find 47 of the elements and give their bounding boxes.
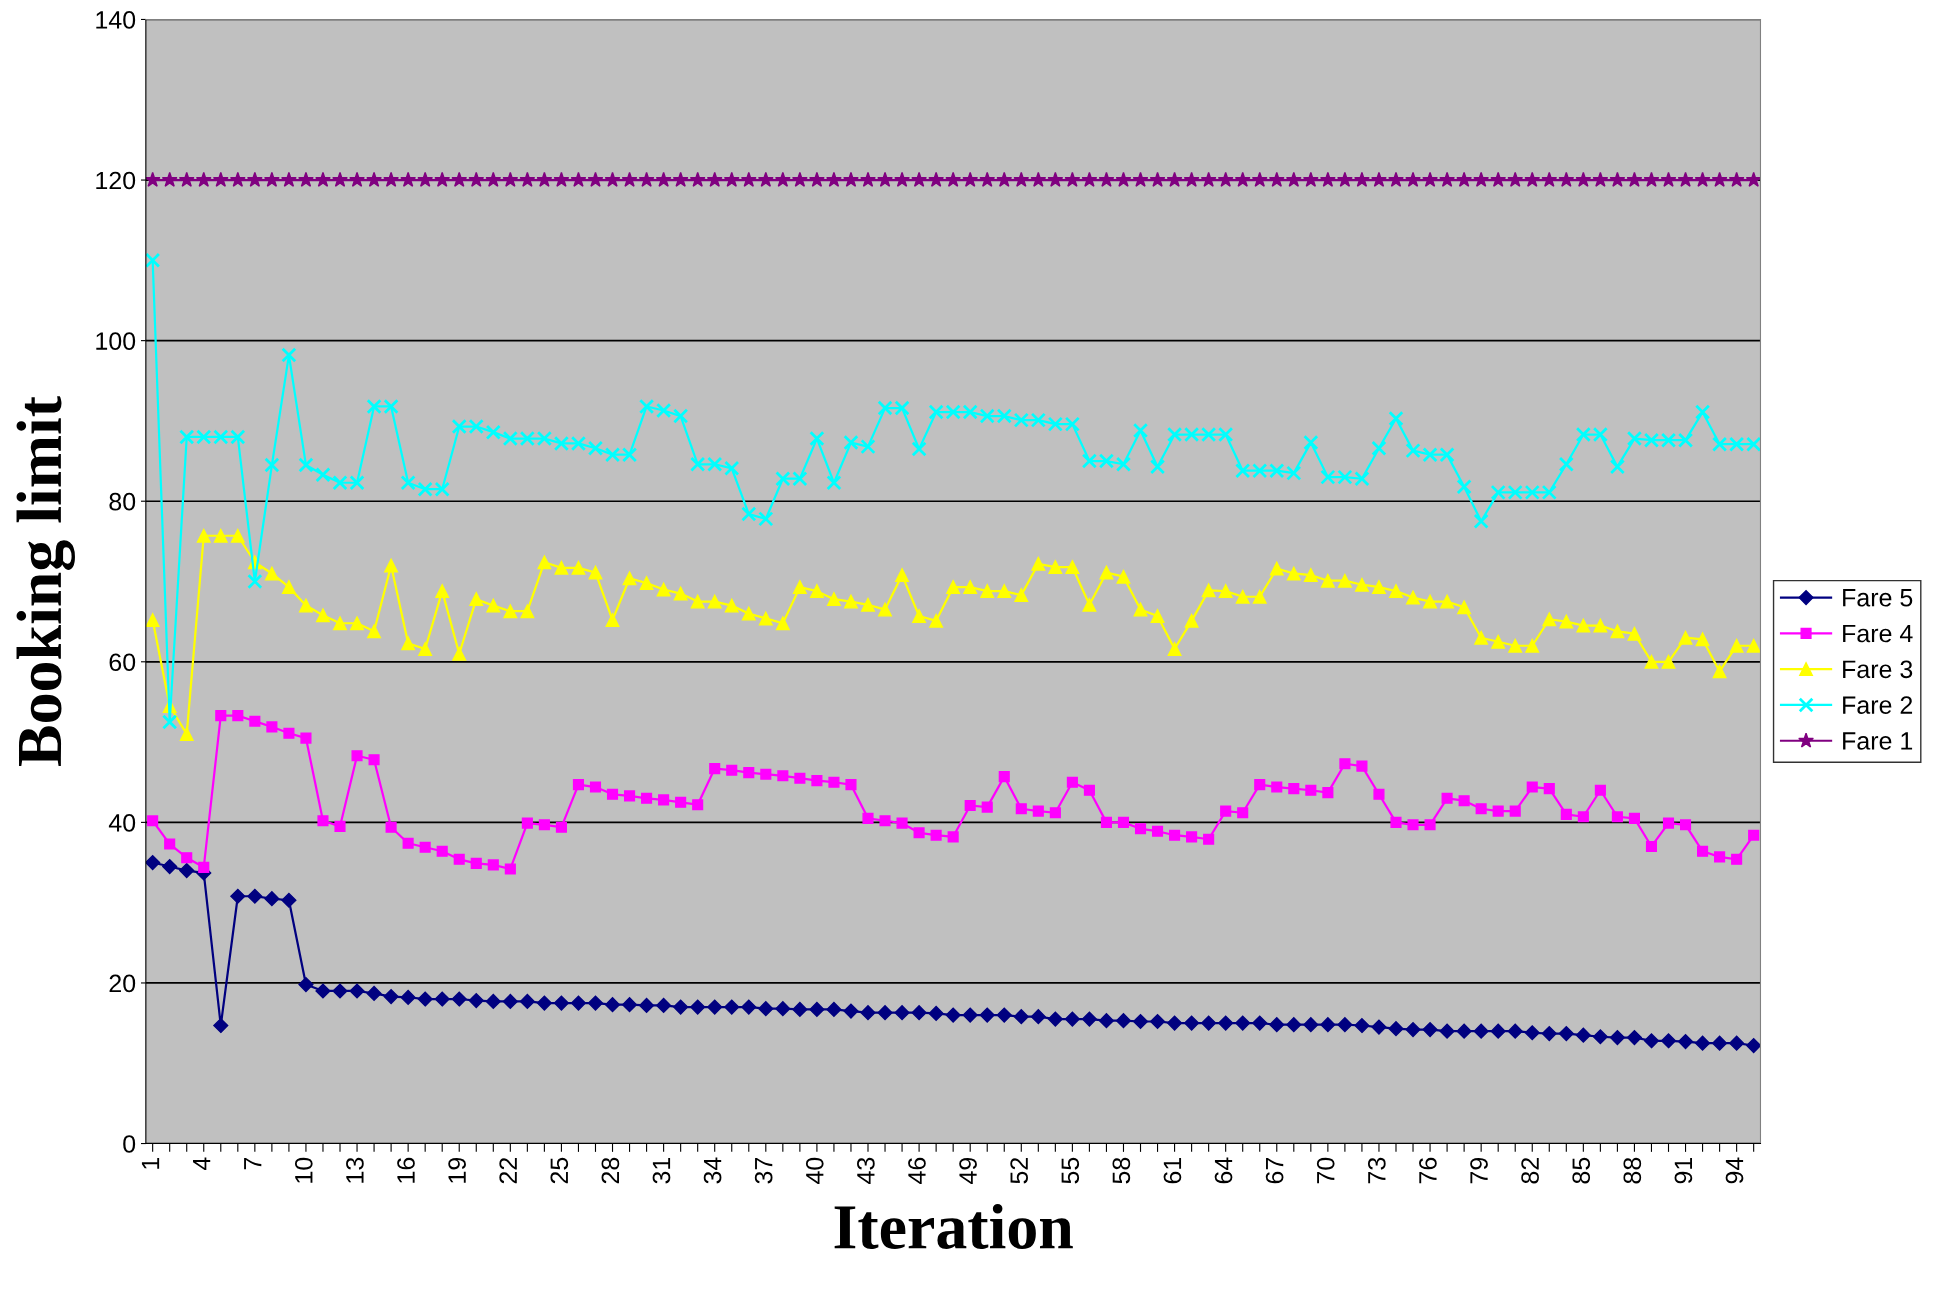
x-axis-title: Iteration xyxy=(834,1203,1073,1249)
x-tick-label: 19 xyxy=(448,1157,466,1183)
x-tick-label: 82 xyxy=(1521,1157,1539,1184)
legend-label: Fare 1 xyxy=(1843,732,1913,750)
y-tick-label: 40 xyxy=(108,813,136,832)
x-tick-label: 76 xyxy=(1419,1157,1437,1184)
y-tick-label: 20 xyxy=(109,974,136,993)
legend-label: Fare 2 xyxy=(1843,696,1913,714)
x-tick-label: 1 xyxy=(141,1157,160,1169)
x-tick-label: 49 xyxy=(959,1157,977,1184)
y-tick-label: 120 xyxy=(96,171,136,190)
x-tick-label: 31 xyxy=(652,1157,671,1184)
y-tick-label: 60 xyxy=(109,653,136,672)
legend-label: Fare 5 xyxy=(1843,589,1913,607)
x-tick-label: 7 xyxy=(244,1157,262,1170)
x-tick-label: 73 xyxy=(1367,1157,1386,1184)
x-tick-label: 58 xyxy=(1112,1157,1131,1184)
x-tick-label: 4 xyxy=(193,1157,211,1171)
x-tick-label: 79 xyxy=(1470,1157,1488,1184)
y-tick-label: 100 xyxy=(96,332,136,350)
x-tick-label: 88 xyxy=(1623,1157,1642,1184)
x-tick-label: 52 xyxy=(1010,1157,1028,1184)
x-tick-label: 94 xyxy=(1725,1157,1744,1184)
x-tick-label: 70 xyxy=(1316,1157,1335,1184)
y-axis-title: Booking limit xyxy=(16,396,75,766)
x-tick-label: 55 xyxy=(1061,1157,1080,1184)
x-tick-label: 28 xyxy=(601,1157,620,1184)
y-tick-label: 140 xyxy=(96,11,136,29)
x-tick-label: 46 xyxy=(908,1157,926,1184)
x-tick-label: 34 xyxy=(703,1157,722,1184)
x-tick-label: 16 xyxy=(397,1157,415,1183)
x-tick-label: 22 xyxy=(499,1157,517,1184)
x-tick-label: 13 xyxy=(346,1157,364,1183)
x-tick-label: 91 xyxy=(1674,1157,1693,1184)
x-tick-label: 43 xyxy=(857,1157,875,1184)
x-tick-label: 37 xyxy=(754,1157,773,1184)
legend-label: Fare 3 xyxy=(1843,660,1913,679)
legend-label: Fare 4 xyxy=(1843,624,1913,643)
x-tick-label: 85 xyxy=(1572,1157,1591,1184)
x-tick-label: 40 xyxy=(805,1157,824,1184)
x-tick-label: 67 xyxy=(1265,1157,1284,1184)
x-tick-label: 10 xyxy=(294,1157,313,1183)
y-tick-label: 80 xyxy=(109,492,136,511)
x-tick-label: 61 xyxy=(1163,1157,1182,1184)
x-tick-label: 25 xyxy=(550,1157,569,1184)
x-tick-label: 64 xyxy=(1214,1157,1233,1184)
y-tick-label: 0 xyxy=(123,1135,136,1153)
